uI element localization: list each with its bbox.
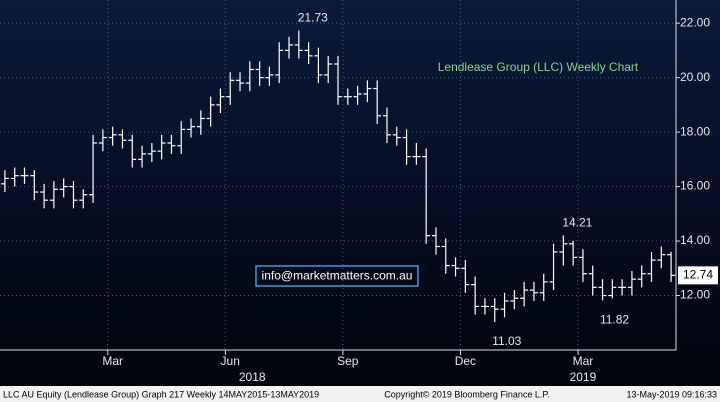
footer-left: LLC AU Equity (Lendlease Group) Graph 21… (3, 389, 319, 399)
watermark: info@marketmatters.com.au (262, 269, 413, 283)
plot-background (0, 0, 720, 386)
last-price-box (678, 266, 718, 285)
year-label: 2019 (570, 370, 597, 384)
footer-center: Copyright© 2019 Bloomberg Finance L.P. (384, 389, 550, 399)
y-tick-label: 18.00 (680, 124, 710, 138)
footer-right: 13-May-2019 09:16:33 (626, 389, 717, 399)
y-tick-label: 16.00 (680, 179, 710, 193)
annotation: 21.73 (298, 11, 328, 25)
y-tick-label: 14.00 (680, 233, 710, 247)
annotation: 11.82 (600, 313, 629, 327)
last-price-label: 12.74 (683, 268, 713, 282)
y-tick-label: 12.00 (680, 288, 710, 302)
chart-title: Lendlease Group (LLC) Weekly Chart (438, 60, 639, 74)
y-tick-label: 20.00 (680, 70, 710, 84)
x-tick-label: Mar (102, 354, 123, 368)
x-tick-label: Jun (221, 354, 240, 368)
annotation: 11.03 (492, 334, 521, 348)
year-label: 2018 (239, 370, 266, 384)
x-tick-label: Dec (455, 354, 476, 368)
footer-bar (0, 386, 720, 402)
annotation: 14.21 (562, 216, 592, 230)
y-tick-label: 22.00 (680, 15, 710, 29)
watermark-box (255, 265, 419, 287)
x-tick-label: Mar (573, 354, 594, 368)
x-tick-label: Sep (337, 354, 359, 368)
